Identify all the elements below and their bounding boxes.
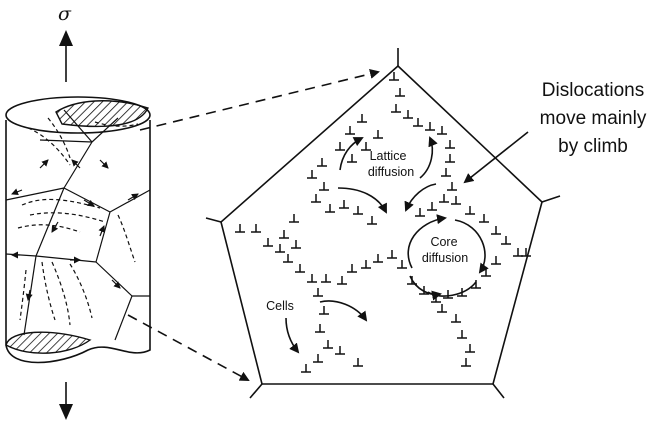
top-fracture-hatch — [56, 101, 148, 127]
dislocation-symbol-icon — [491, 256, 501, 264]
dislocation-symbol-icon — [397, 260, 407, 268]
dislocation-symbol-icon — [513, 248, 523, 256]
dislocation-symbol-icon — [235, 224, 245, 232]
dislocation-symbol-icon — [313, 354, 323, 362]
dislocation-symbol-icon — [439, 194, 449, 202]
dislocation-symbol-icon — [325, 204, 335, 212]
dislocation-symbol-icon — [291, 240, 301, 248]
dislocation-symbol-icon — [451, 196, 461, 204]
dislocation-symbol-icon — [295, 264, 305, 272]
dislocation-symbol-icon — [307, 170, 317, 178]
dislocation-symbol-icon — [283, 254, 293, 262]
grain-boundaries — [6, 110, 150, 340]
dislocation-symbol-icon — [491, 226, 501, 234]
dislocation-symbol-icon — [345, 126, 355, 134]
dislocation-symbol-icon — [447, 182, 457, 190]
dislocation-symbol-icon — [457, 330, 467, 338]
dislocation-symbol-icon — [361, 260, 371, 268]
dislocation-symbol-icon — [321, 274, 331, 282]
zoom-lines — [128, 72, 378, 380]
dislocation-symbol-icon — [323, 340, 333, 348]
dislocation-symbol-icon — [347, 264, 357, 272]
dislocation-symbol-icon — [425, 122, 435, 130]
dislocation-symbol-icon — [437, 304, 447, 312]
dislocation-symbol-icon — [441, 168, 451, 176]
dislocation-symbol-icon — [403, 110, 413, 118]
dislocation-symbol-icon — [275, 244, 285, 252]
dislocation-symbol-icon — [387, 250, 397, 258]
dislocation-symbol-icon — [317, 158, 327, 166]
dislocations-label: Dislocations move mainly by climb — [540, 80, 647, 157]
dislocation-symbol-icon — [465, 206, 475, 214]
dislocation-symbol-icon — [339, 200, 349, 208]
dislocation-symbol-icon — [465, 344, 475, 352]
dislocation-symbol-icon — [437, 126, 447, 134]
dislocation-symbol-icon — [279, 230, 289, 238]
dislocation-symbol-icon — [347, 154, 357, 162]
dislocation-symbol-icon — [445, 140, 455, 148]
dislocation-symbol-icon — [319, 306, 329, 314]
dislocation-symbol-icon — [479, 214, 489, 222]
dislocation-symbol-icon — [251, 224, 261, 232]
dislocation-symbol-icon — [395, 88, 405, 96]
bottom-fracture-hatch — [6, 332, 90, 353]
dislocation-symbol-icon — [289, 214, 299, 222]
dislocation-symbol-icon — [337, 276, 347, 284]
dislocation-symbol-icon — [373, 130, 383, 138]
specimen-cylinder — [6, 97, 150, 363]
dislocation-symbol-icon — [301, 364, 311, 372]
dislocation-symbol-icon — [391, 104, 401, 112]
dislocation-symbol-icon — [319, 182, 329, 190]
dislocation-symbol-icon — [451, 314, 461, 322]
cells-arrows — [286, 301, 366, 352]
cells-label: Cells — [266, 299, 294, 313]
dislocations-label-line3: by climb — [558, 136, 628, 157]
dislocation-symbol-icon — [335, 346, 345, 354]
dislocation-symbol-icon — [461, 358, 471, 366]
dislocations-label-line2: move mainly — [540, 108, 647, 129]
lattice-label-line1: Lattice — [370, 149, 407, 163]
dislocation-symbol-icon — [445, 154, 455, 162]
stress-symbol-label: σ — [58, 3, 72, 25]
dislocation-symbol-icon — [315, 324, 325, 332]
dislocation-symbol-icon — [353, 206, 363, 214]
slip-lines — [18, 118, 138, 325]
dislocation-network — [235, 72, 531, 372]
dislocation-symbol-icon — [357, 114, 367, 122]
lattice-label-line2: diffusion — [368, 165, 414, 179]
dislocation-symbol-icon — [263, 238, 273, 246]
tensile-arrow-top — [59, 30, 73, 82]
dislocation-symbol-icon — [307, 274, 317, 282]
dislocation-symbol-icon — [311, 194, 321, 202]
dislocation-symbol-icon — [353, 358, 363, 366]
dislocation-symbol-icon — [367, 216, 377, 224]
dislocation-symbol-icon — [335, 142, 345, 150]
tensile-arrow-bottom — [59, 382, 73, 420]
dislocation-symbol-icon — [413, 118, 423, 126]
dislocation-symbol-icon — [313, 288, 323, 296]
climb-pointer-arrow — [465, 132, 528, 182]
dislocation-symbol-icon — [501, 236, 511, 244]
dislocation-symbol-icon — [427, 202, 437, 210]
dislocation-symbol-icon — [415, 208, 425, 216]
core-label-line1: Core — [430, 235, 457, 249]
core-label-line2: diffusion — [422, 251, 468, 265]
dislocation-symbol-icon — [373, 254, 383, 262]
dislocations-label-line1: Dislocations — [542, 80, 644, 101]
